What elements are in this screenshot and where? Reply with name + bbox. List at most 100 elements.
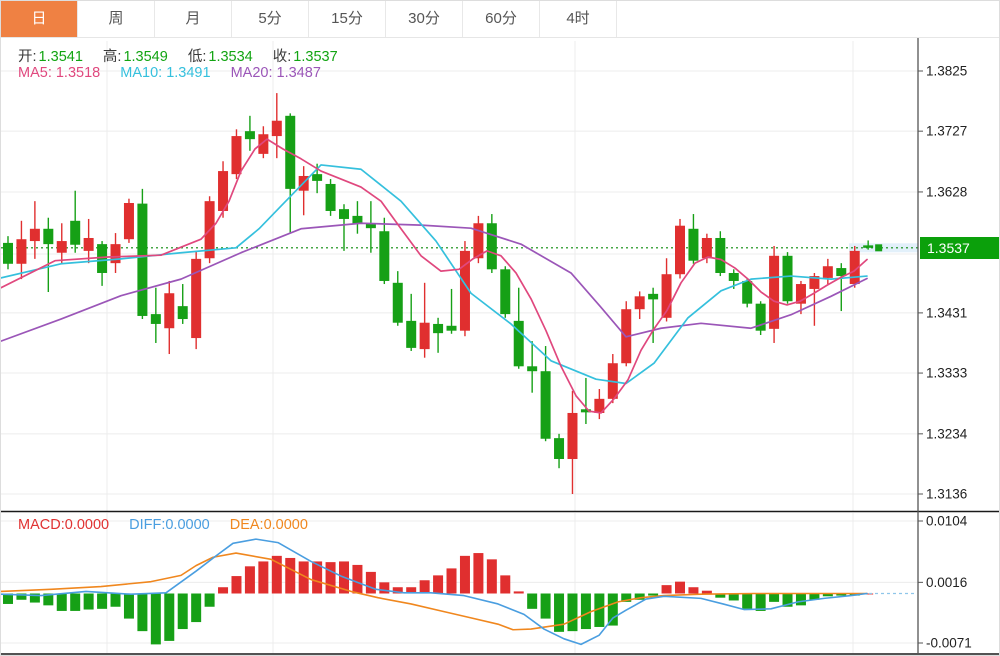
candle-body bbox=[83, 237, 94, 251]
y-axis-label: 1.3234 bbox=[926, 426, 968, 441]
macd-bar bbox=[863, 593, 874, 595]
candle-body bbox=[150, 314, 161, 324]
macd-bar bbox=[56, 593, 67, 611]
candle-body bbox=[271, 120, 282, 137]
tab-min5[interactable]: 5分 bbox=[232, 1, 309, 37]
candle-body bbox=[580, 409, 591, 413]
candle-body bbox=[648, 293, 659, 300]
candle-body bbox=[43, 228, 54, 245]
macd-bar bbox=[634, 593, 645, 600]
candle-body bbox=[836, 268, 847, 277]
candle-body bbox=[486, 223, 497, 270]
macd-bar bbox=[258, 561, 269, 594]
tab-hour4[interactable]: 4时 bbox=[540, 1, 617, 37]
macd-bar bbox=[782, 593, 793, 607]
macd-bar bbox=[3, 593, 13, 604]
candle-body bbox=[782, 255, 793, 302]
dea-line bbox=[1, 552, 868, 631]
macd-bar bbox=[715, 593, 726, 598]
candle-body bbox=[110, 244, 121, 264]
y-axis-label: 0.0104 bbox=[926, 514, 968, 529]
current-price-tag: 1.3537 bbox=[920, 237, 999, 259]
ohlc-legend: 开: 1.3541 高: 1.3549 低: 1.3534 收: 1.3537 bbox=[18, 45, 354, 66]
macd-bar bbox=[325, 562, 336, 594]
macd-bar bbox=[433, 575, 444, 594]
macd-bar bbox=[567, 593, 578, 632]
timeframe-tabbar: 日周月 5分 15分 30分 60分 4时 bbox=[1, 1, 999, 38]
macd-bar bbox=[83, 593, 94, 610]
candle-body bbox=[56, 241, 67, 253]
macd-bar bbox=[419, 580, 430, 594]
macd-bar bbox=[191, 593, 202, 623]
candle-body bbox=[500, 269, 511, 315]
macd-bar bbox=[648, 593, 659, 596]
macd-bar bbox=[554, 593, 565, 632]
tab-day[interactable]: 日 bbox=[1, 1, 78, 37]
ma10-line bbox=[1, 164, 868, 385]
macd-bar bbox=[580, 593, 591, 630]
macd-bar bbox=[43, 593, 54, 606]
candle-body bbox=[661, 274, 672, 318]
candle-body bbox=[433, 323, 444, 334]
candle-body bbox=[379, 231, 390, 281]
candle-body bbox=[540, 371, 551, 439]
candle-body bbox=[177, 306, 188, 320]
macd-bar bbox=[271, 555, 282, 594]
last-price-marker bbox=[875, 244, 883, 252]
close-readout: 收: 1.3537 bbox=[272, 49, 338, 65]
candle-body bbox=[97, 244, 108, 273]
macd-bar bbox=[809, 593, 820, 600]
macd-bar bbox=[836, 593, 847, 596]
candle-body bbox=[312, 174, 323, 181]
candle-body bbox=[809, 276, 820, 289]
candle-body bbox=[513, 320, 524, 367]
candle-body bbox=[231, 136, 242, 175]
tab-min30[interactable]: 30分 bbox=[386, 1, 463, 37]
candle-body bbox=[459, 250, 470, 331]
macd-bar bbox=[675, 581, 685, 594]
tab-week[interactable]: 周 bbox=[78, 1, 155, 37]
y-axis-label: 1.3431 bbox=[926, 305, 967, 320]
candle-body bbox=[16, 239, 27, 264]
macd-bar bbox=[755, 593, 766, 611]
tab-min60[interactable]: 60分 bbox=[463, 1, 540, 37]
candle-body bbox=[567, 412, 578, 460]
macd-bar bbox=[379, 582, 390, 594]
candle-body bbox=[554, 438, 565, 460]
macd-bar bbox=[459, 555, 470, 594]
macd-bar bbox=[16, 593, 27, 600]
y-axis-label: -0.0071 bbox=[926, 635, 972, 650]
diff-line bbox=[1, 538, 868, 646]
candle-body bbox=[339, 209, 349, 219]
macd-bar bbox=[123, 593, 134, 619]
candle-body bbox=[715, 237, 726, 273]
current-price-band bbox=[849, 243, 918, 253]
ma-legend: MA5: 1.3518 MA10: 1.3491 MA20: 1.3487 bbox=[18, 65, 337, 81]
macd-bar bbox=[110, 593, 121, 607]
y-axis-label: 1.3333 bbox=[926, 366, 967, 381]
ma5-line bbox=[1, 138, 868, 414]
candle-body bbox=[244, 131, 255, 140]
tab-min15[interactable]: 15分 bbox=[309, 1, 386, 37]
macd-bar bbox=[769, 593, 780, 602]
candle-body bbox=[419, 322, 430, 350]
macd-bar bbox=[285, 557, 296, 594]
macd-bar bbox=[150, 593, 161, 645]
candle-body bbox=[594, 398, 605, 413]
macd-bar bbox=[822, 593, 833, 597]
macd-bar bbox=[500, 575, 511, 594]
candle-body bbox=[352, 215, 363, 224]
y-axis-label: 0.0016 bbox=[926, 575, 967, 590]
ma20-readout: MA20: 1.3487 bbox=[230, 65, 321, 81]
macd-bar bbox=[540, 593, 551, 619]
y-axis-label: 1.3825 bbox=[926, 64, 967, 79]
candle-body bbox=[406, 320, 417, 348]
candle-body bbox=[473, 223, 484, 259]
candle-body bbox=[527, 366, 538, 372]
tab-month[interactable]: 月 bbox=[155, 1, 232, 37]
y-axis-label: 1.3136 bbox=[926, 487, 967, 502]
candle-body bbox=[123, 202, 134, 240]
macd-bar bbox=[742, 593, 753, 609]
